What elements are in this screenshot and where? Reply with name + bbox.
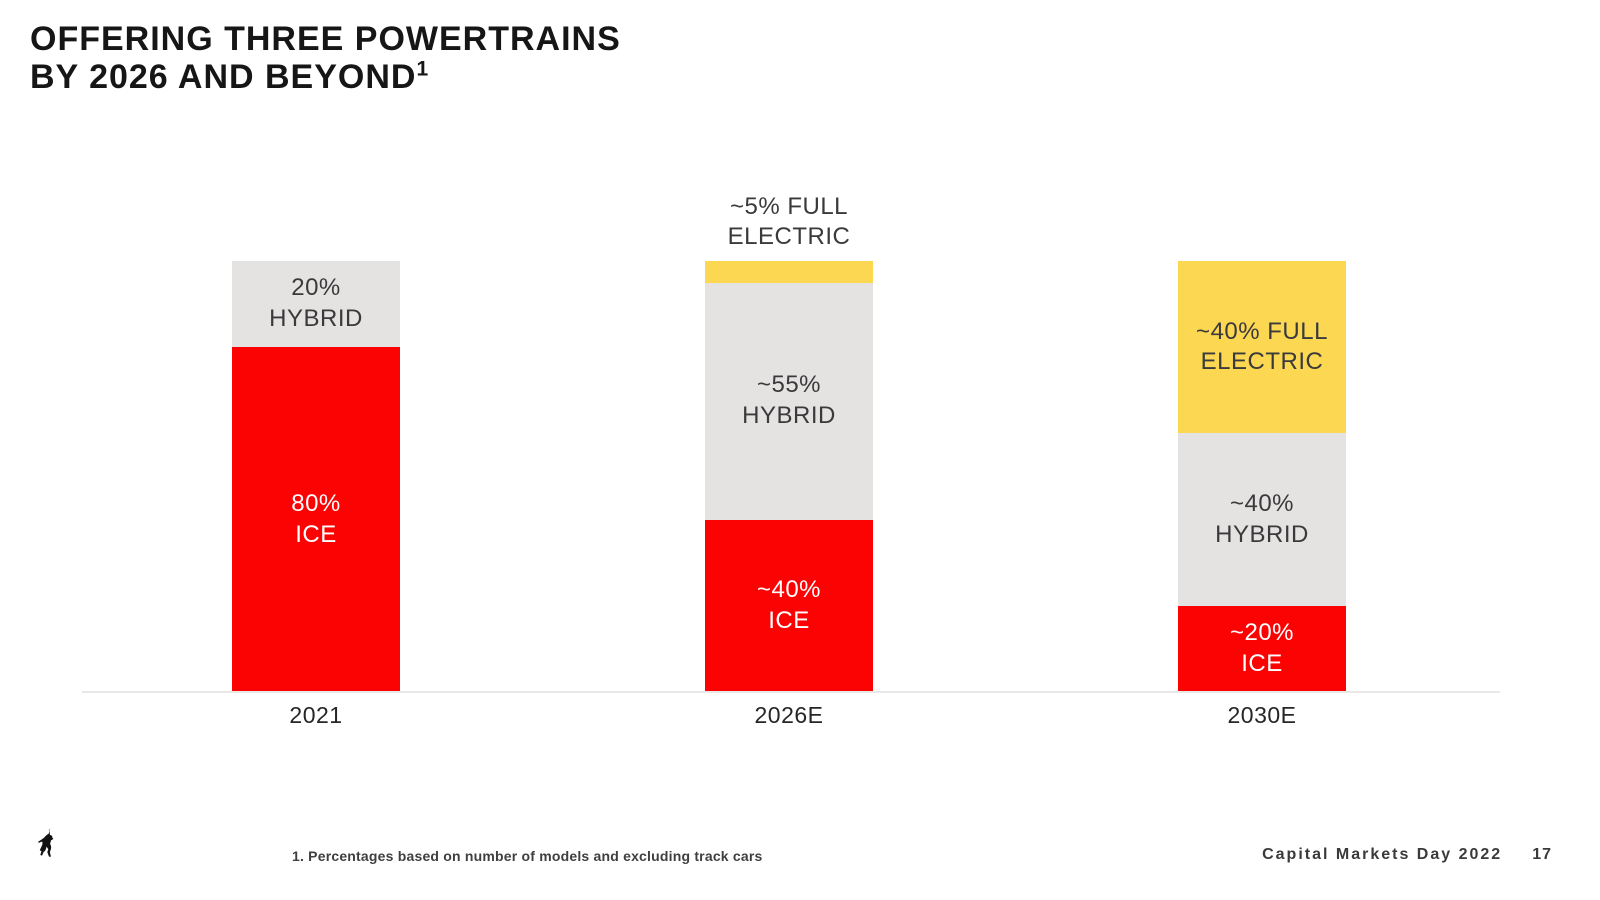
label-line: ~40% FULL: [1196, 317, 1328, 345]
segment-ice-2021: 80% ICE: [232, 347, 400, 692]
page-title: OFFERING THREE POWERTRAINS BY 2026 AND B…: [30, 20, 621, 96]
bars-row: 80% ICE 20% HYBRID ~40% ICE ~55% HYBRID ~5% FULL…: [232, 193, 1346, 692]
label-line: ~40%: [1229, 489, 1295, 517]
category-label-2030e: 2030E: [1227, 702, 1297, 728]
segment-full-electric-2026e: [705, 261, 873, 283]
label-line: ~5% FULL: [729, 193, 849, 220]
label-line: 20%: [291, 274, 341, 302]
segment-label-ice-2021: 80% ICE: [291, 489, 341, 550]
title-line-1: OFFERING THREE POWERTRAINS: [30, 20, 621, 58]
footer-event-label: Capital Markets Day 2022: [1262, 846, 1503, 863]
segment-label-hybrid-2030e: ~40% HYBRID: [1215, 489, 1309, 550]
category-axis-labels: 2021 2026E 2030E: [232, 702, 1346, 729]
label-line: ~20%: [1229, 619, 1295, 647]
segment-label-hybrid-2026e: ~55% HYBRID: [742, 370, 836, 431]
bar-2021: 80% ICE 20% HYBRID: [232, 261, 400, 692]
segment-hybrid-2030e: ~40% HYBRID: [1178, 433, 1346, 606]
category-label-2026e: 2026E: [754, 702, 824, 728]
label-line: ~55%: [756, 371, 822, 399]
footer: Capital Markets Day 2022 17: [1262, 846, 1552, 864]
segment-label-full-electric-2030e: ~40% FULL ELECTRIC: [1196, 317, 1328, 378]
label-line: ICE: [295, 520, 337, 548]
page-number: 17: [1532, 846, 1552, 863]
segment-ice-2026e: ~40% ICE: [705, 519, 873, 692]
label-line: 80%: [291, 489, 341, 517]
segment-hybrid-2021: 20% HYBRID: [232, 261, 400, 348]
category-label-2021: 2021: [289, 702, 343, 728]
label-line: ICE: [768, 606, 810, 634]
footnote: 1. Percentages based on number of models…: [292, 848, 763, 864]
label-line: ~40%: [756, 576, 822, 604]
segment-label-ice-2030e: ~20% ICE: [1230, 618, 1294, 679]
label-line: ICE: [1241, 649, 1283, 677]
label-line: HYBRID: [742, 402, 836, 430]
chart-baseline: [82, 691, 1500, 693]
segment-label-ice-2026e: ~40% ICE: [757, 575, 821, 636]
label-line: ELECTRIC: [1200, 348, 1324, 376]
segment-hybrid-2026e: ~55% HYBRID: [705, 282, 873, 520]
segment-label-full-electric-2026e: ~5% FULL ELECTRIC: [674, 192, 904, 252]
label-line: HYBRID: [1215, 520, 1309, 548]
label-line: HYBRID: [269, 305, 363, 333]
segment-ice-2030e: ~20% ICE: [1178, 605, 1346, 692]
label-line: ELECTRIC: [727, 223, 851, 250]
bar-2030e: ~20% ICE ~40% HYBRID ~40% FULL ELECTRIC: [1178, 261, 1346, 692]
title-footnote-marker: 1: [416, 57, 430, 81]
ferrari-prancing-horse-logo: [38, 828, 54, 857]
bar-2026e: ~40% ICE ~55% HYBRID ~5% FULL ELECTRIC: [705, 193, 873, 692]
segment-label-hybrid-2021: 20% HYBRID: [269, 273, 363, 334]
segment-full-electric-2030e: ~40% FULL ELECTRIC: [1178, 261, 1346, 434]
title-line-2: BY 2026 AND BEYOND: [30, 58, 417, 97]
